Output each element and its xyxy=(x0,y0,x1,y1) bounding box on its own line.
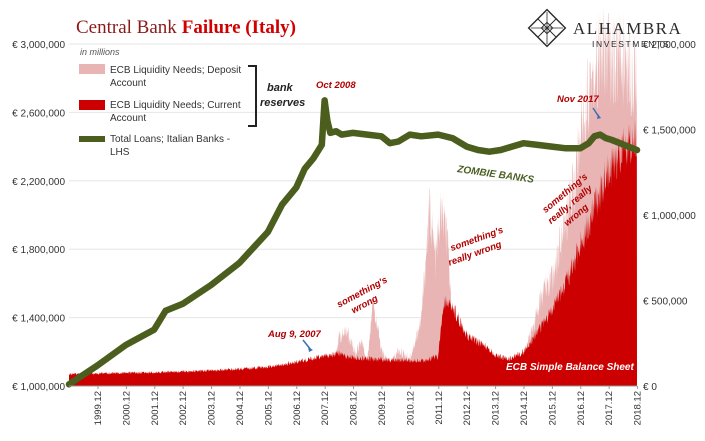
legend-swatch-deposit xyxy=(79,64,105,74)
annotation-aug-2007: Aug 9, 2007 xyxy=(267,329,322,340)
legend-label-deposit-1: ECB Liquidity Needs; Deposit xyxy=(110,65,241,76)
x-tick-label: 2013.12 xyxy=(491,391,502,425)
annotation-oct-2008: Oct 2008 xyxy=(316,80,356,91)
area-series-1 xyxy=(69,118,637,387)
x-tick-label: 2011.12 xyxy=(434,391,445,425)
bank-reserves-bracket xyxy=(248,65,257,127)
y-right-tick-label: € 500,000 xyxy=(643,297,688,308)
x-tick-label: 2007.12 xyxy=(320,391,331,425)
x-tick-label: 2002.12 xyxy=(178,391,189,425)
x-tick-label: 2004.12 xyxy=(235,391,246,425)
chart-title-emphasis: Failure (Italy) xyxy=(182,17,296,38)
x-tick-label: 2018.12 xyxy=(633,391,644,425)
y-right-tick-label: € 1,000,000 xyxy=(643,211,696,222)
legend-label-current-1: ECB Liquidity Needs; Current xyxy=(110,100,241,111)
legend-label-current-2: Account xyxy=(110,113,146,124)
x-tick-label: 2014.12 xyxy=(519,391,530,425)
unit-note: in millions xyxy=(80,47,120,57)
x-tick-label: 2012.12 xyxy=(462,391,473,425)
y-right-tick-label: € 2,000,000 xyxy=(643,40,696,51)
x-tick-label: 2001.12 xyxy=(150,391,161,425)
y-left-tick-label: € 1,000,000 xyxy=(12,382,65,393)
logo-name: ALHAMBRA xyxy=(573,19,682,38)
chart-title-main: Central Bank xyxy=(76,17,177,38)
x-tick-label: 2010.12 xyxy=(405,391,416,425)
y-right-tick-label: € 1,500,000 xyxy=(643,126,696,137)
x-tick-label: 2016.12 xyxy=(576,391,587,425)
x-tick-label: 2015.12 xyxy=(547,391,558,425)
line-series-layer xyxy=(65,97,641,388)
line-series-2 xyxy=(65,97,641,388)
chart-title: Central Bank Failure (Italy) xyxy=(76,17,296,38)
x-tick-label: 2003.12 xyxy=(207,391,218,425)
y-left-tick-label: € 3,000,000 xyxy=(12,40,65,51)
x-tick-label: 2008.12 xyxy=(349,391,360,425)
annotation-nov-2017: Nov 2017 xyxy=(557,94,599,105)
x-tick-label: 2000.12 xyxy=(121,391,132,425)
y-right-tick-label: € 0 xyxy=(643,382,657,393)
alhambra-logo: ALHAMBRA INVESTMENTS xyxy=(527,8,682,49)
arrowhead-nov-2017 xyxy=(597,114,601,119)
x-tick-label: 2006.12 xyxy=(292,391,303,425)
diamond-lattice-icon xyxy=(527,8,567,48)
axes: € 1,000,000 € 1,400,000 € 1,800,000 € 2,200… xyxy=(12,40,696,425)
x-tick-label: 2017.12 xyxy=(604,391,615,425)
y-left-tick-label: € 1,400,000 xyxy=(12,314,65,325)
legend: ECB Liquidity Needs; Deposit Account ECB… xyxy=(79,64,305,158)
annotation-ecb-balance-sheet: ECB Simple Balance Sheet xyxy=(506,362,634,373)
legend-label-loans-2: LHS xyxy=(110,147,130,158)
legend-label-loans-1: Total Loans; Italian Banks - xyxy=(110,134,230,145)
logo-subtitle: INVESTMENTS xyxy=(592,39,670,49)
arrowhead-aug-2007 xyxy=(308,347,313,352)
legend-swatch-current xyxy=(79,100,105,110)
bracket-label-bank: bank xyxy=(267,82,294,94)
area-series-layer xyxy=(69,5,637,387)
bracket-label-reserves: reserves xyxy=(260,97,305,109)
y-left-tick-label: € 2,600,000 xyxy=(12,108,65,119)
y-left-tick-label: € 1,800,000 xyxy=(12,245,65,256)
x-tick-label: 1999.12 xyxy=(93,391,104,425)
legend-label-deposit-2: Account xyxy=(110,78,146,89)
x-tick-label: 2005.12 xyxy=(263,391,274,425)
x-tick-label: 2009.12 xyxy=(377,391,388,425)
y-left-tick-label: € 2,200,000 xyxy=(12,177,65,188)
